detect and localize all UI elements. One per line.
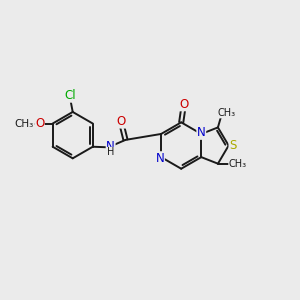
Text: CH₃: CH₃ <box>218 108 236 118</box>
Text: Cl: Cl <box>64 89 76 102</box>
Text: H: H <box>107 147 114 158</box>
Text: O: O <box>117 115 126 128</box>
Text: N: N <box>156 152 164 165</box>
Text: CH₃: CH₃ <box>229 159 247 169</box>
Text: N: N <box>197 126 206 139</box>
Text: O: O <box>35 117 44 130</box>
Text: O: O <box>179 98 188 111</box>
Text: N: N <box>106 140 115 153</box>
Text: S: S <box>229 139 236 152</box>
Text: CH₃: CH₃ <box>15 118 34 128</box>
